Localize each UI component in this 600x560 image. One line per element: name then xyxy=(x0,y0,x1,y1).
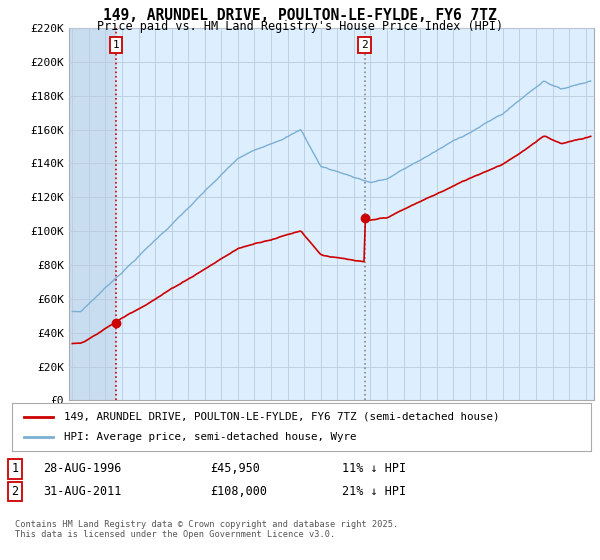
Text: Price paid vs. HM Land Registry's House Price Index (HPI): Price paid vs. HM Land Registry's House … xyxy=(97,20,503,32)
Bar xyxy=(69,28,116,400)
Text: Contains HM Land Registry data © Crown copyright and database right 2025.
This d: Contains HM Land Registry data © Crown c… xyxy=(15,520,398,539)
Text: £108,000: £108,000 xyxy=(210,485,267,498)
Text: 149, ARUNDEL DRIVE, POULTON-LE-FYLDE, FY6 7TZ (semi-detached house): 149, ARUNDEL DRIVE, POULTON-LE-FYLDE, FY… xyxy=(64,412,500,422)
Text: 21% ↓ HPI: 21% ↓ HPI xyxy=(342,485,406,498)
Text: 149, ARUNDEL DRIVE, POULTON-LE-FYLDE, FY6 7TZ: 149, ARUNDEL DRIVE, POULTON-LE-FYLDE, FY… xyxy=(103,8,497,24)
Text: £45,950: £45,950 xyxy=(210,462,260,475)
Text: 11% ↓ HPI: 11% ↓ HPI xyxy=(342,462,406,475)
Text: HPI: Average price, semi-detached house, Wyre: HPI: Average price, semi-detached house,… xyxy=(64,432,356,442)
Text: 28-AUG-1996: 28-AUG-1996 xyxy=(43,462,122,475)
Text: 1: 1 xyxy=(11,462,19,475)
Text: 2: 2 xyxy=(361,40,368,50)
Text: 31-AUG-2011: 31-AUG-2011 xyxy=(43,485,122,498)
Text: 1: 1 xyxy=(113,40,119,50)
Text: 2: 2 xyxy=(11,485,19,498)
